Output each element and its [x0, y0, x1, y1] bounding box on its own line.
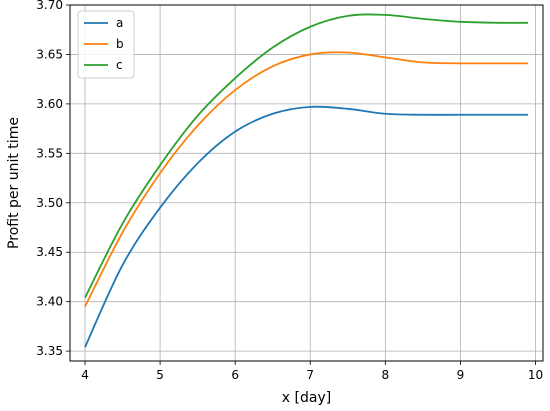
- x-axis-ticks: 4 5 6 7 8 9 10: [81, 361, 543, 382]
- y-tick-label: 3.45: [36, 245, 63, 259]
- legend-label-c: c: [116, 58, 123, 72]
- y-axis-ticks: 3.35 3.40 3.45 3.50 3.55 3.60 3.65 3.70: [36, 0, 70, 358]
- legend-label-b: b: [116, 37, 124, 51]
- legend: abc: [77, 10, 135, 79]
- y-tick-label: 3.70: [36, 0, 63, 12]
- x-tick-label: 5: [156, 368, 164, 382]
- plot-area: [70, 5, 543, 361]
- y-tick-label: 3.40: [36, 295, 63, 309]
- x-tick-label: 10: [528, 368, 543, 382]
- y-tick-label: 3.35: [36, 344, 63, 358]
- y-tick-label: 3.60: [36, 97, 63, 111]
- x-tick-label: 8: [382, 368, 390, 382]
- x-tick-label: 9: [457, 368, 465, 382]
- series-line-c: [84, 13, 528, 299]
- series-line-a: [84, 105, 528, 348]
- x-tick-label: 7: [306, 368, 314, 382]
- y-tick-label: 3.65: [36, 47, 63, 61]
- y-axis-label: Profit per unit time: [6, 117, 22, 249]
- x-tick-label: 6: [231, 368, 239, 382]
- plot-frame: [69, 4, 544, 362]
- x-tick-label: 4: [81, 368, 89, 382]
- y-tick-label: 3.55: [36, 146, 63, 160]
- legend-label-a: a: [116, 16, 123, 30]
- y-tick-label: 3.50: [36, 196, 63, 210]
- series-lines: [84, 13, 528, 348]
- x-axis-label: x [day]: [282, 390, 331, 406]
- series-line-b: [84, 51, 528, 308]
